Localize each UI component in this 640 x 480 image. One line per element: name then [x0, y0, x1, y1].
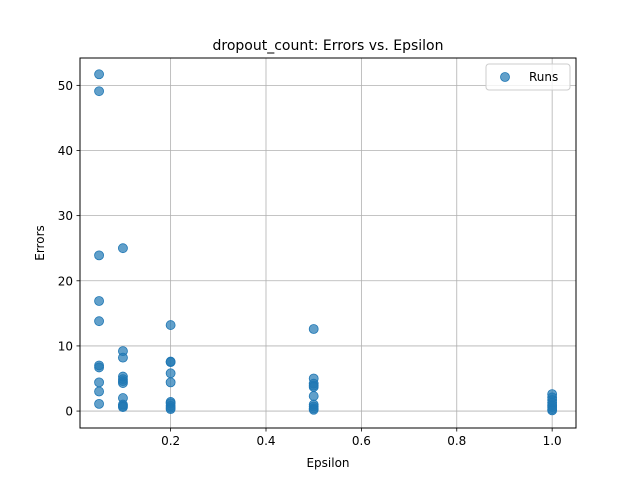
data-point	[118, 352, 128, 363]
y-tick-label: 20	[58, 274, 73, 288]
y-axis-label: Errors	[33, 225, 47, 261]
data-points	[94, 69, 558, 416]
data-point	[94, 250, 104, 261]
data-point	[94, 386, 104, 397]
data-point	[547, 405, 558, 416]
data-point	[94, 362, 104, 373]
axis-ticks: 0.2 0.4 0.6 0.8 1.0 0 10 20 30 40 50	[58, 79, 562, 448]
x-tick-label: 0.6	[352, 434, 371, 448]
data-point	[165, 404, 176, 415]
chart-title: dropout_count: Errors vs. Epsilon	[213, 38, 444, 54]
x-tick-label: 0.8	[447, 434, 466, 448]
legend-label: Runs	[529, 70, 558, 84]
x-tick-label: 0.2	[161, 434, 180, 448]
x-axis-label: Epsilon	[306, 456, 349, 470]
legend: Runs	[485, 63, 571, 91]
data-point	[94, 86, 104, 97]
data-point	[165, 320, 176, 330]
data-point	[118, 400, 128, 411]
data-point	[94, 69, 104, 80]
data-point	[118, 243, 128, 254]
data-point	[165, 357, 176, 368]
y-tick-label: 30	[58, 209, 73, 223]
data-point	[308, 382, 319, 392]
data-point	[94, 296, 104, 306]
y-tick-label: 50	[58, 79, 73, 93]
data-point	[165, 368, 176, 379]
data-point	[308, 324, 319, 334]
data-point	[94, 377, 104, 388]
data-point	[94, 316, 104, 327]
y-tick-label: 0	[65, 405, 73, 419]
y-tick-label: 10	[58, 339, 73, 353]
legend-marker	[500, 72, 510, 82]
x-tick-label: 0.4	[256, 434, 275, 448]
data-point	[308, 391, 319, 401]
x-tick-label: 1.0	[543, 434, 562, 448]
y-tick-label: 40	[58, 144, 73, 158]
plot-area-frame	[79, 57, 577, 429]
data-point	[165, 377, 176, 388]
data-point	[94, 398, 104, 409]
data-point	[308, 404, 319, 415]
legend-box	[485, 63, 571, 91]
data-point	[118, 378, 128, 388]
